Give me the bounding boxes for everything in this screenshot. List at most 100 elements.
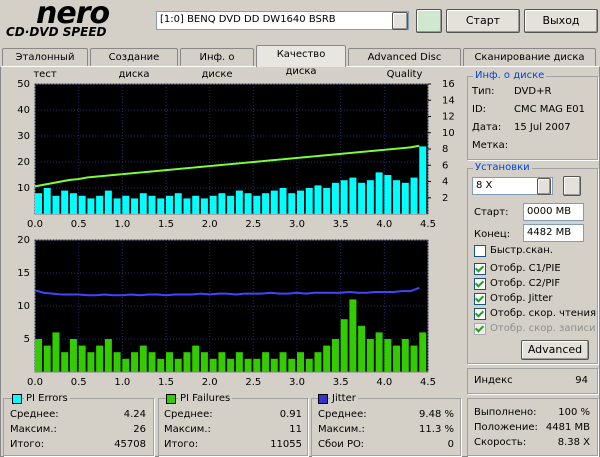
stat-value: 11055 xyxy=(270,439,302,450)
bar xyxy=(104,339,112,372)
tab[interactable]: Сканирование диска xyxy=(463,48,596,66)
speed-refresh[interactable] xyxy=(563,176,581,196)
exit-button[interactable]: Выход xyxy=(524,9,598,33)
bar xyxy=(35,193,42,214)
bar xyxy=(314,352,322,372)
checkbox[interactable]: Отобр. Jitter xyxy=(474,292,553,306)
bar xyxy=(401,339,409,372)
bar xyxy=(183,198,191,214)
progress-label: Скорость: xyxy=(474,437,527,448)
stat-label: Максим.: xyxy=(164,424,211,435)
refresh-button[interactable] xyxy=(416,9,442,33)
info-label: Метка: xyxy=(472,140,509,151)
speed-select[interactable]: 8 X xyxy=(472,177,553,195)
start-label: Старт: xyxy=(474,207,509,218)
y-tick-label: 20 xyxy=(17,235,30,246)
stat-value: 11.3 % xyxy=(419,424,454,435)
advanced-button[interactable]: Advanced xyxy=(521,340,589,360)
x-tick-label: 4.0 xyxy=(376,219,392,230)
checkbox[interactable]: Отобр. C2/PIF xyxy=(474,277,560,291)
line xyxy=(34,144,420,188)
bar xyxy=(358,325,366,372)
x-tick-label: 2.5 xyxy=(245,377,261,388)
tab[interactable]: Создание диска xyxy=(90,48,178,80)
pi-errors-chart: 0.0 0.5 1.0 1.5 2.0 2.5 3.0 3.5 4.0 4.5 10 20 30 40 50… xyxy=(17,79,455,230)
x-tick-label: 1.0 xyxy=(114,219,130,230)
info-value: 15 Jul 2007 xyxy=(514,122,571,133)
bar xyxy=(87,352,95,372)
bar xyxy=(288,358,296,372)
bar xyxy=(87,198,95,214)
start-input[interactable]: 0000 MB xyxy=(523,203,584,221)
stat-value: 26 xyxy=(133,424,146,435)
bar xyxy=(166,352,173,372)
bar xyxy=(384,339,392,372)
dropdown-arrow[interactable] xyxy=(392,12,408,30)
tab[interactable]: Advanced Disc Quality xyxy=(348,48,461,80)
bar xyxy=(218,352,226,372)
x-tick-label: 0.5 xyxy=(71,219,87,230)
end-value: 4482 MB xyxy=(527,227,572,238)
checkbox: Отобр. скор. записи xyxy=(474,322,596,336)
checkbox[interactable]: Отобр. скор. чтения xyxy=(474,307,596,321)
bar xyxy=(253,195,261,214)
tab[interactable]: Эталонный тест xyxy=(2,48,88,80)
progress-value: 100 % xyxy=(558,407,590,418)
bar xyxy=(52,332,60,372)
bar xyxy=(340,319,348,372)
stat-label: Итого: xyxy=(10,439,45,450)
bar xyxy=(323,345,331,372)
bar xyxy=(113,352,121,372)
bar xyxy=(244,358,252,372)
tab[interactable]: Качество диска xyxy=(256,45,346,77)
end-input[interactable]: 4482 MB xyxy=(523,224,584,242)
drive-name: [1:0] BENQ DVD DD DW1640 BSRB xyxy=(160,14,336,25)
bar xyxy=(401,182,409,214)
dropdown-arrow[interactable] xyxy=(537,178,551,195)
settings-group: Установки xyxy=(467,162,598,364)
bar xyxy=(52,195,60,214)
bar xyxy=(192,195,200,214)
progress-value: 8.38 X xyxy=(557,437,590,448)
x-tick-label: 0.0 xyxy=(27,377,43,388)
y-tick-label: 40 xyxy=(17,105,30,116)
end-label: Конец: xyxy=(474,229,511,240)
y-tick-label: 5 xyxy=(24,334,30,345)
bar xyxy=(323,188,331,214)
pi-failures-chart: 0.0 0.5 1.0 1.5 2.0 2.5 3.0 3.5 4.0 4.5 5 10 15 20 xyxy=(17,235,436,388)
x-tick-label: 4.0 xyxy=(376,377,392,388)
bar xyxy=(393,180,401,214)
group-title: Инф. о диске xyxy=(473,70,547,81)
checkbox[interactable]: Отобр. C1/PIE xyxy=(474,262,561,276)
bar xyxy=(183,352,191,372)
bar xyxy=(122,195,130,214)
bar xyxy=(279,188,287,214)
progress-label: Выполнено: xyxy=(474,407,537,418)
logo: nero xyxy=(36,0,110,31)
stat-value: 45708 xyxy=(114,439,146,450)
bar xyxy=(174,358,182,372)
checkbox[interactable]: Быстр.скан. xyxy=(474,244,553,258)
pif-swatch xyxy=(166,394,176,404)
y2-tick-label: 2 xyxy=(442,193,448,204)
x-tick-label: 1.5 xyxy=(158,219,174,230)
bar xyxy=(157,358,165,372)
pif-title: PI Failures xyxy=(178,393,233,404)
tab[interactable]: Инф. о диске xyxy=(180,48,254,80)
info-label: Дата: xyxy=(472,122,502,133)
bar xyxy=(305,188,313,214)
bar xyxy=(43,345,51,372)
stat-value: 4.24 xyxy=(123,409,146,420)
y2-tick-label: 14 xyxy=(442,95,455,106)
bar xyxy=(43,188,51,214)
y-tick-label: 10 xyxy=(17,301,30,312)
stat-value: 0.91 xyxy=(279,409,302,420)
start-button[interactable]: Старт xyxy=(446,9,520,33)
bar xyxy=(139,345,147,372)
drive-select[interactable]: [1:0] BENQ DVD DD DW1640 BSRB xyxy=(156,11,409,30)
bar xyxy=(419,332,427,372)
y2-tick-label: 10 xyxy=(442,128,455,139)
bar xyxy=(419,146,427,214)
bar xyxy=(384,175,392,214)
